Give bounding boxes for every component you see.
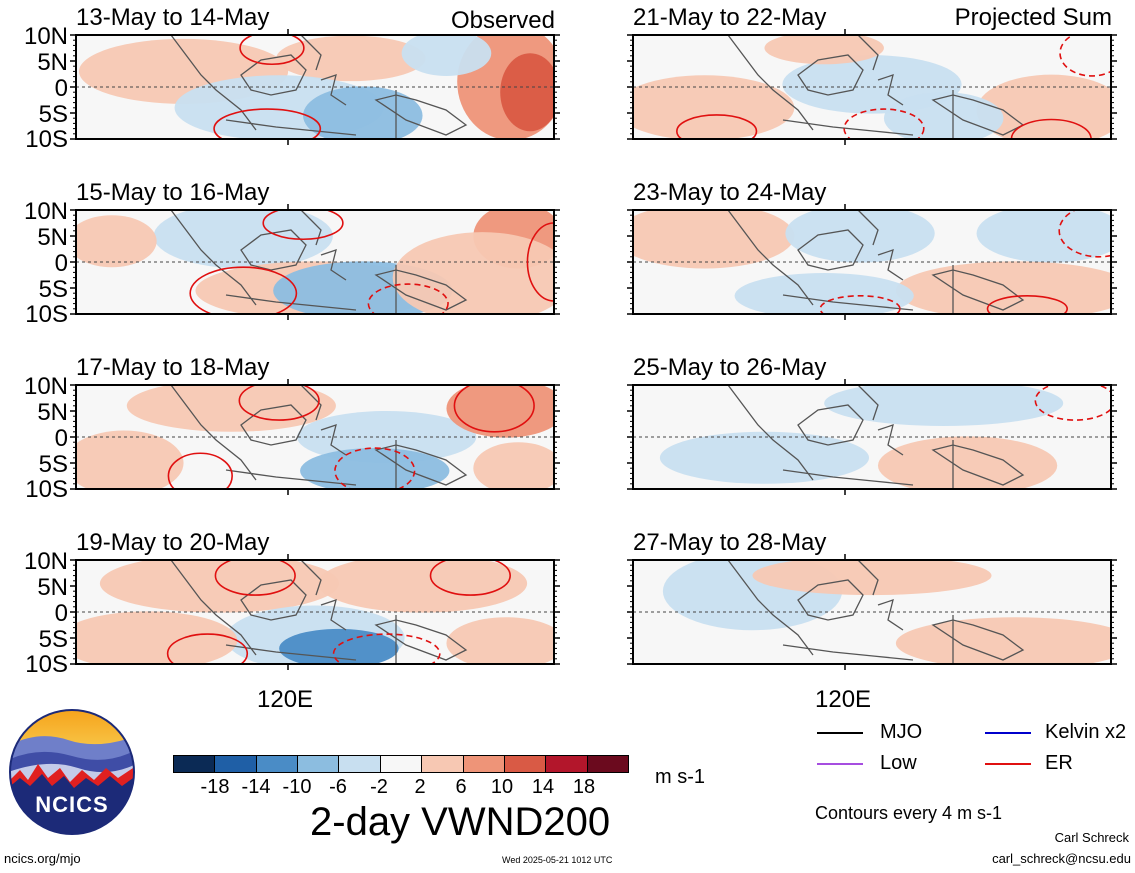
lat-label: 10S — [25, 301, 68, 328]
projected-sum-label: Projected Sum — [954, 4, 1112, 31]
lat-label: 0 — [54, 600, 68, 627]
panel-title: 21-May to 22-May — [633, 4, 827, 31]
colorbar-swatch — [503, 755, 547, 773]
colorbar-swatch — [173, 755, 216, 773]
colorbar-swatch — [421, 755, 464, 773]
legend-label: ER — [1045, 752, 1073, 774]
colorbar-tick: 6 — [455, 776, 467, 798]
author: Carl Schreck — [1054, 830, 1129, 845]
panel-title: 19-May to 20-May — [76, 529, 270, 556]
legend-label: Low — [880, 752, 917, 774]
panel-title: 27-May to 28-May — [633, 529, 827, 556]
colorbar-swatch — [297, 755, 340, 773]
map-panel — [70, 29, 560, 145]
panel-title: 17-May to 18-May — [76, 354, 270, 381]
colorbar-tick: 14 — [531, 776, 555, 798]
lat-label: 5S — [38, 276, 68, 303]
colorbar-swatch — [338, 755, 381, 773]
lat-label: 10N — [23, 373, 68, 400]
lat-label: 10N — [23, 198, 68, 225]
colorbar-tick-labels: -18 -14 -10 -6 -2 2 6 10 14 18 — [173, 776, 628, 800]
lat-label: 10S — [25, 126, 68, 153]
colorbar-swatch — [586, 755, 629, 773]
lat-label: 5N — [37, 574, 68, 601]
observed-label: Observed — [450, 7, 555, 34]
colorbar-tick: 18 — [572, 776, 596, 798]
lat-label: 0 — [54, 75, 68, 102]
map-panel — [627, 29, 1117, 145]
lat-label: 5S — [38, 451, 68, 478]
map-panel — [627, 379, 1117, 495]
colorbar-tick: 10 — [490, 776, 514, 798]
website-link[interactable]: ncics.org/mjo — [4, 851, 81, 866]
legend-label: Kelvin x2 — [1045, 721, 1127, 743]
ncics-logo: NCICS — [8, 708, 136, 836]
map-panel — [70, 379, 560, 495]
lat-label: 10N — [23, 23, 68, 50]
timestamp: Wed 2025-05-21 1012 UTC — [502, 855, 613, 865]
lat-label: 0 — [54, 425, 68, 452]
panel-title: 25-May to 26-May — [633, 354, 827, 381]
colorbar-swatch — [545, 755, 588, 773]
map-panel — [627, 204, 1117, 320]
legend-label: MJO — [880, 721, 923, 743]
colorbar-tick: -10 — [282, 776, 312, 798]
colorbar-tick: -14 — [241, 776, 271, 798]
colorbar-swatch — [255, 755, 299, 773]
lat-label: 10S — [25, 651, 68, 678]
lat-label: 5N — [37, 399, 68, 426]
map-panel — [70, 554, 560, 670]
main-title: 2-day VWND200 — [310, 800, 611, 844]
colorbar-tick: -6 — [329, 776, 347, 798]
lat-label: 5N — [37, 49, 68, 76]
contour-note: Contours every 4 m s-1 — [815, 803, 1003, 823]
lat-label: 5S — [38, 101, 68, 128]
panel-title: 15-May to 16-May — [76, 179, 270, 206]
lat-label: 5S — [38, 626, 68, 653]
map-panel — [627, 554, 1117, 670]
map-panels — [70, 29, 1117, 670]
colorbar — [173, 755, 629, 773]
colorbar-tick: -18 — [200, 776, 230, 798]
legend-swatch-kelvin — [985, 732, 1031, 734]
lat-label: 10S — [25, 476, 68, 503]
colorbar-swatch — [462, 755, 505, 773]
lon-label: 120E — [815, 686, 872, 713]
colorbar-swatch — [379, 755, 423, 773]
map-panel — [70, 204, 560, 320]
lon-label: 120E — [257, 686, 314, 713]
colorbar-tick: -2 — [370, 776, 388, 798]
legend-swatch-mjo — [817, 732, 863, 734]
logo-text: NCICS — [35, 792, 109, 817]
panel-title: 23-May to 24-May — [633, 179, 827, 206]
lat-label: 0 — [54, 250, 68, 277]
colorbar-unit: m s-1 — [655, 766, 705, 788]
email[interactable]: carl_schreck@ncsu.edu — [992, 851, 1131, 866]
colorbar-tick: 2 — [414, 776, 426, 798]
colorbar-swatch — [214, 755, 257, 773]
legend-swatch-er — [985, 763, 1031, 765]
panel-title: 13-May to 14-May — [76, 4, 270, 31]
legend-swatch-low — [817, 763, 863, 765]
lat-label: 5N — [37, 224, 68, 251]
lat-label: 10N — [23, 548, 68, 575]
